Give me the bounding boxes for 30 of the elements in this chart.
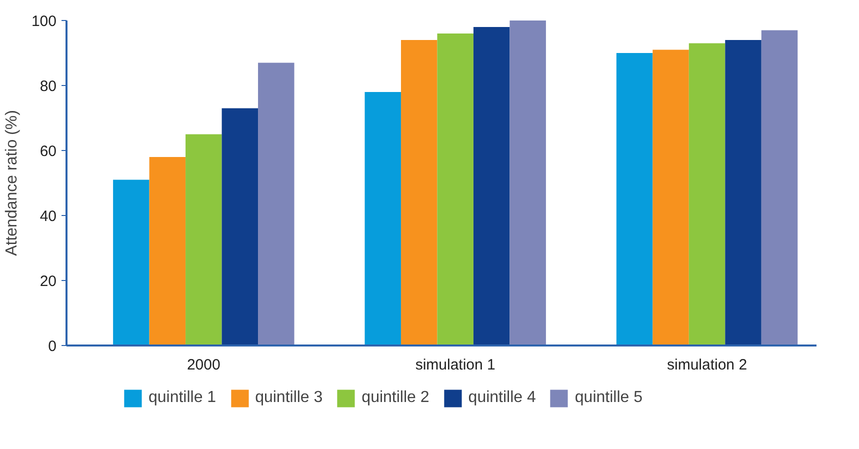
legend-label: quintille 1 — [148, 389, 216, 407]
bar — [364, 92, 401, 346]
x-tick-label: simulation 2 — [667, 356, 748, 374]
x-tick-label: simulation 1 — [415, 356, 496, 374]
legend-label: quintille 4 — [468, 389, 536, 407]
legend-label: quintille 3 — [255, 389, 323, 407]
bar — [652, 50, 689, 346]
y-tick-label: 0 — [48, 338, 56, 355]
bar — [688, 43, 726, 346]
y-tick-label: 40 — [40, 208, 57, 225]
bar — [222, 108, 258, 346]
y-axis-title: Attendance ratio (%) — [3, 110, 20, 256]
bar — [616, 53, 653, 346]
bar — [186, 134, 222, 346]
bar — [258, 62, 294, 346]
y-tick-label: 20 — [40, 273, 57, 290]
bar — [149, 157, 186, 346]
bar — [761, 30, 798, 346]
y-tick-label: 60 — [40, 143, 57, 160]
bar — [725, 40, 762, 346]
legend-label: quintille 5 — [574, 389, 643, 407]
bar — [510, 20, 546, 346]
bar — [400, 40, 438, 346]
bar — [113, 180, 150, 346]
legend-label: quintille 2 — [362, 389, 430, 407]
y-tick-label: 100 — [31, 13, 57, 30]
bar — [473, 27, 510, 346]
bar — [437, 34, 474, 346]
y-tick-label: 80 — [40, 78, 57, 95]
x-tick-label: 2000 — [186, 356, 220, 374]
